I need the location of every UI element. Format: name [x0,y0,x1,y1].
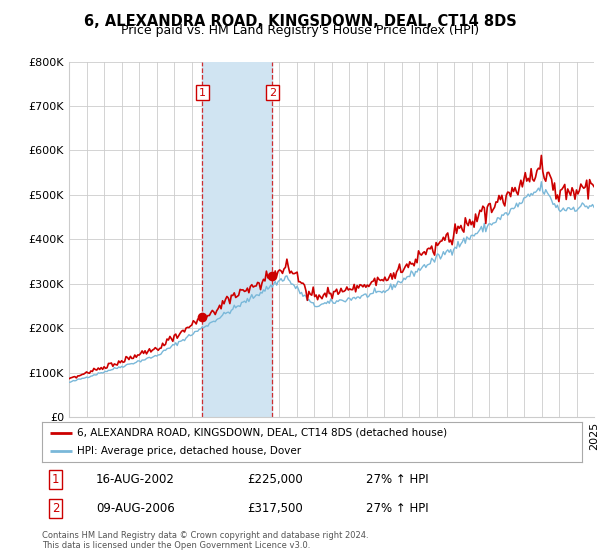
Text: 27% ↑ HPI: 27% ↑ HPI [366,502,428,515]
Text: £317,500: £317,500 [247,502,303,515]
Text: 1: 1 [199,88,206,97]
Text: 6, ALEXANDRA ROAD, KINGSDOWN, DEAL, CT14 8DS (detached house): 6, ALEXANDRA ROAD, KINGSDOWN, DEAL, CT14… [77,428,447,437]
Text: 1: 1 [52,473,59,486]
Text: 27% ↑ HPI: 27% ↑ HPI [366,473,428,486]
Text: £225,000: £225,000 [247,473,303,486]
Text: 6, ALEXANDRA ROAD, KINGSDOWN, DEAL, CT14 8DS: 6, ALEXANDRA ROAD, KINGSDOWN, DEAL, CT14… [83,14,517,29]
Text: 2: 2 [52,502,59,515]
Bar [202,62,272,417]
Text: Price paid vs. HM Land Registry's House Price Index (HPI): Price paid vs. HM Land Registry's House … [121,24,479,37]
Text: 09-AUG-2006: 09-AUG-2006 [96,502,175,515]
Text: HPI: Average price, detached house, Dover: HPI: Average price, detached house, Dove… [77,446,301,456]
Text: Contains HM Land Registry data © Crown copyright and database right 2024.
This d: Contains HM Land Registry data © Crown c… [42,531,368,550]
Text: 2: 2 [269,88,276,97]
Text: 16-AUG-2002: 16-AUG-2002 [96,473,175,486]
